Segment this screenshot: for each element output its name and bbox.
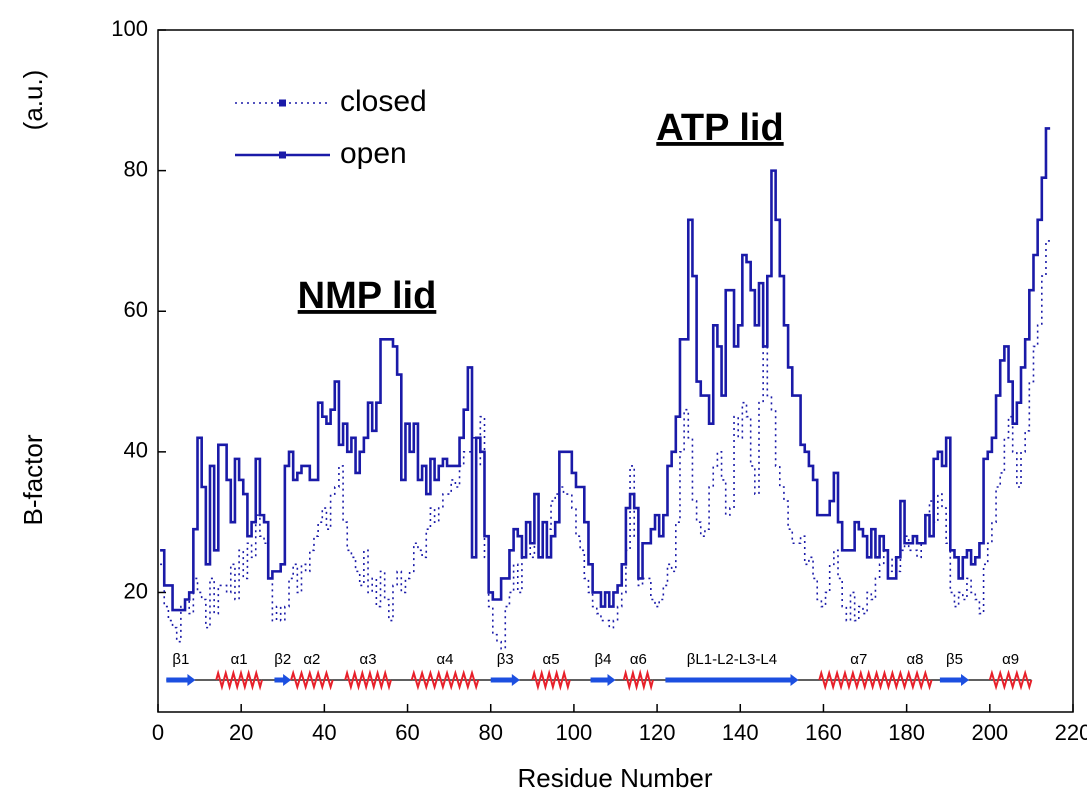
ss-label: α5 xyxy=(543,651,560,668)
strand xyxy=(166,674,196,686)
strand xyxy=(274,674,292,686)
x-tick-label: 180 xyxy=(888,720,925,745)
ss-label: α7 xyxy=(850,651,867,668)
series-line xyxy=(160,127,1051,612)
x-tick-label: 60 xyxy=(395,720,419,745)
helix xyxy=(290,669,334,691)
y-tick-label: 80 xyxy=(124,156,148,181)
helix xyxy=(897,669,933,691)
ss-label: α6 xyxy=(630,651,647,668)
y-tick-label: 60 xyxy=(124,297,148,322)
x-axis-label: Residue Number xyxy=(517,763,712,793)
x-tick-label: 80 xyxy=(478,720,502,745)
helix xyxy=(818,669,900,691)
y-axis-label: B-factor xyxy=(18,434,48,525)
helix xyxy=(344,669,392,691)
helix xyxy=(410,669,480,691)
annotation: NMP lid xyxy=(298,275,437,317)
y-tick-label: 20 xyxy=(124,578,148,603)
strand xyxy=(939,674,970,686)
ss-label: α4 xyxy=(436,651,453,668)
y-tick-label: 100 xyxy=(111,16,148,41)
helix xyxy=(622,669,654,691)
x-tick-label: 220 xyxy=(1055,720,1087,745)
x-tick-label: 160 xyxy=(805,720,842,745)
x-tick-label: 100 xyxy=(556,720,593,745)
ss-label: α9 xyxy=(1002,651,1019,668)
ss-label: β5 xyxy=(946,651,963,668)
strand xyxy=(590,674,616,686)
helix xyxy=(988,669,1033,691)
series-line xyxy=(160,240,1051,650)
legend-marker xyxy=(279,99,286,107)
ss-label: α8 xyxy=(906,651,923,668)
ss-label: α3 xyxy=(360,651,377,668)
strand xyxy=(490,674,520,686)
plot-frame xyxy=(157,29,1074,713)
ss-label: βL1-L2-L3-L4 xyxy=(687,651,777,668)
annotation: ATP lid xyxy=(656,107,783,149)
x-tick-label: 200 xyxy=(971,720,1008,745)
x-tick-label: 120 xyxy=(639,720,676,745)
ss-label: β2 xyxy=(274,651,291,668)
ss-label: α1 xyxy=(231,651,248,668)
y-tick-label: 40 xyxy=(124,438,148,463)
helix xyxy=(215,669,263,691)
x-tick-label: 0 xyxy=(152,720,164,745)
x-tick-label: 20 xyxy=(229,720,253,745)
ss-label: β1 xyxy=(172,651,189,668)
x-tick-label: 40 xyxy=(312,720,336,745)
ss-label: β4 xyxy=(595,651,612,668)
legend-label: closed xyxy=(340,85,427,118)
legend-label: open xyxy=(340,137,407,170)
strand xyxy=(665,674,799,686)
ss-label: β3 xyxy=(497,651,514,668)
helix xyxy=(531,669,571,691)
ss-label: α2 xyxy=(303,651,320,668)
y-axis-unit: (a.u.) xyxy=(18,70,48,131)
x-tick-label: 140 xyxy=(722,720,759,745)
legend-marker xyxy=(279,151,286,159)
